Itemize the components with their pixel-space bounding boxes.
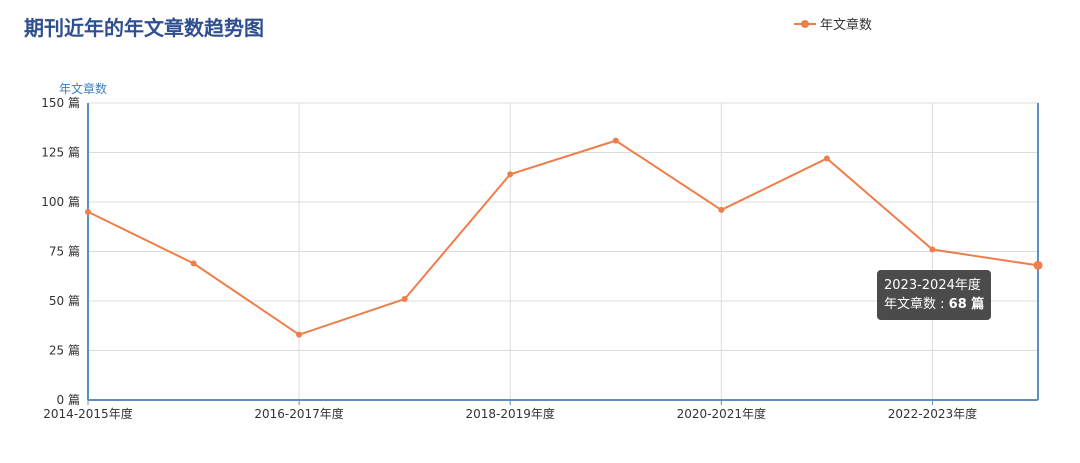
y-axis-label: 年文章数	[59, 82, 108, 96]
data-tooltip: 2023-2024年度 年文章数 : 68 篇	[877, 270, 992, 320]
data-point	[718, 206, 725, 213]
axis-layer	[87, 103, 1039, 405]
x-tick-label: 2020-2021年度	[677, 406, 766, 421]
y-tick-label: 0 篇	[57, 392, 80, 407]
data-point	[401, 296, 408, 303]
data-point	[612, 137, 619, 144]
x-tick-label: 2016-2017年度	[254, 406, 343, 421]
tooltip-row: 年文章数 : 68 篇	[884, 295, 984, 314]
series-line	[87, 139, 1039, 336]
chart-title: 期刊近年的年文章数趋势图	[24, 16, 264, 40]
y-tick-label: 125 篇	[41, 145, 80, 160]
tooltip-value: 68 篇	[948, 297, 985, 312]
y-tick-label: 100 篇	[41, 194, 80, 209]
tooltip-category: 2023-2024年度	[884, 278, 981, 293]
grid-layer	[87, 102, 1038, 401]
data-point	[296, 331, 303, 338]
data-point	[507, 171, 514, 178]
y-tick-label: 75 篇	[49, 244, 80, 259]
data-point	[85, 208, 91, 215]
tooltip-separator: :	[936, 297, 949, 312]
legend[interactable]: 年文章数	[794, 14, 872, 33]
legend-label: 年文章数	[820, 18, 873, 33]
tooltip-series: 年文章数	[884, 297, 937, 312]
y-tick-label: 25 篇	[49, 343, 80, 358]
y-tick-label: 150 篇	[41, 95, 80, 110]
x-tick-label: 2022-2023年度	[888, 406, 977, 421]
y-tick-label: 50 篇	[49, 293, 80, 308]
x-tick-label: 2018-2019年度	[466, 406, 555, 421]
series-layer	[85, 137, 1043, 338]
data-point	[190, 260, 197, 267]
data-point	[1033, 260, 1043, 270]
tick-layer: 0 篇 25 篇 50 篇 75 篇 100 篇 125 篇 150 篇 2014-2015年…	[41, 95, 977, 421]
data-point	[929, 246, 936, 253]
legend-line-marker-icon	[794, 18, 816, 30]
data-point	[823, 155, 830, 162]
x-tick-label: 2014-2015年度	[43, 406, 132, 421]
